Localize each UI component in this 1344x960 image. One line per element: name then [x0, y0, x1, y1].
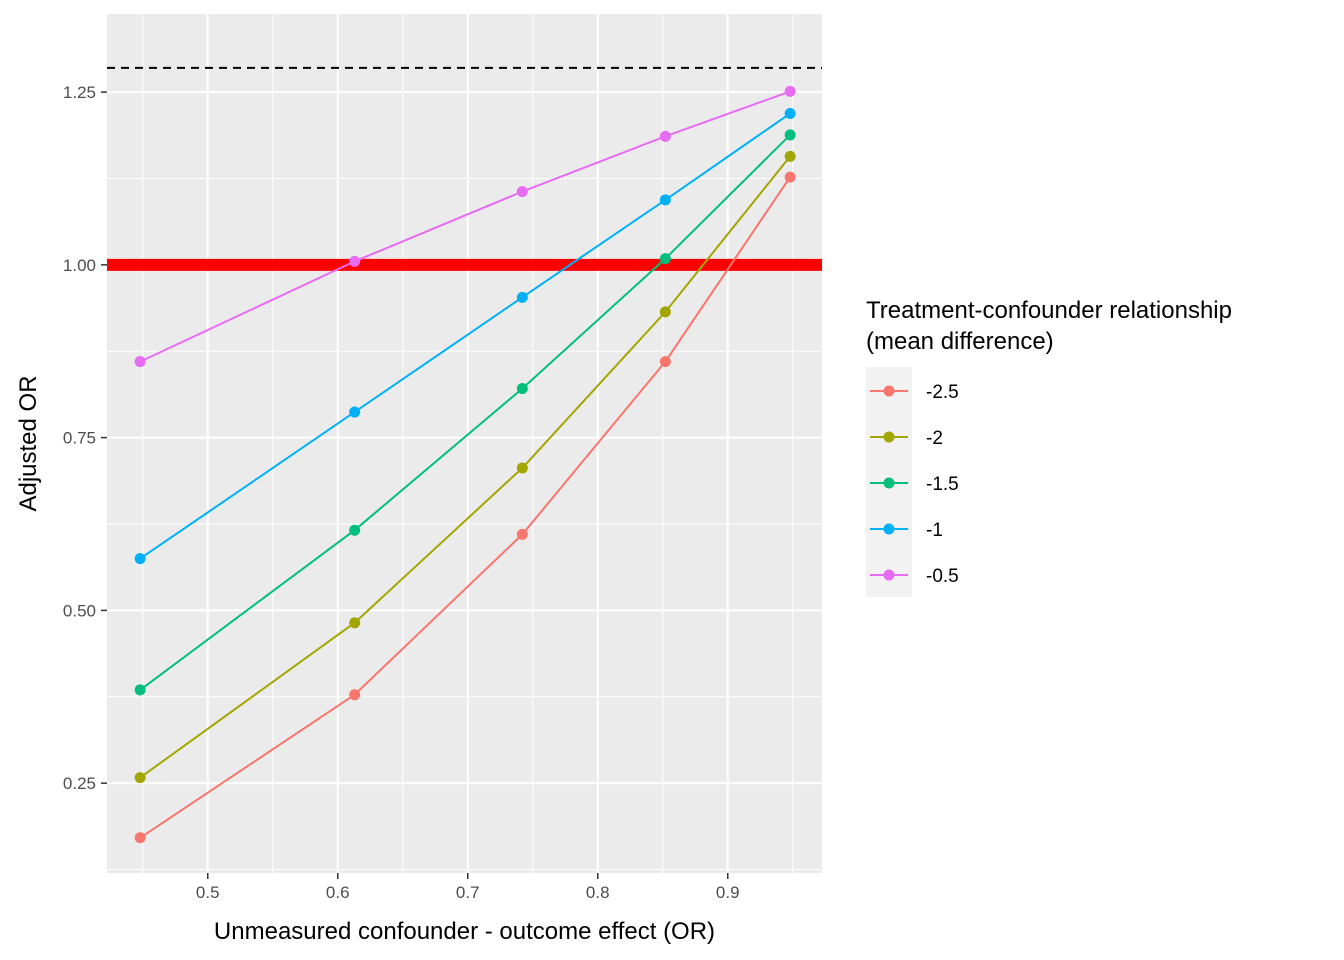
data-point--1.5	[134, 684, 146, 696]
data-point--2	[349, 617, 361, 629]
data-point--2.5	[784, 171, 796, 183]
x-tick-label: 0.6	[326, 883, 350, 902]
data-point--0.5	[134, 356, 146, 368]
data-point--2	[659, 306, 671, 318]
data-point--1	[784, 108, 796, 120]
data-point--2	[516, 462, 528, 474]
legend-label: -2.5	[926, 382, 959, 403]
data-point--0.5	[349, 255, 361, 267]
legend-items: -2.5 -2 -1.5 -1 -0.5	[870, 382, 959, 587]
legend-label: -1.5	[926, 474, 959, 495]
legend-title-line-2: (mean difference)	[866, 328, 1054, 355]
data-point--1.5	[659, 253, 671, 265]
data-point--1.5	[784, 129, 796, 141]
x-tick-label: 0.9	[716, 883, 740, 902]
x-tick-label: 0.5	[196, 883, 220, 902]
legend-label: -1	[926, 520, 943, 541]
y-tick-label: 1.00	[63, 256, 96, 275]
data-point--0.5	[784, 85, 796, 97]
y-tick-label: 1.25	[63, 83, 96, 102]
major-gridlines	[107, 14, 822, 873]
panel-background	[107, 14, 822, 873]
data-point--0.5	[516, 186, 528, 198]
legend-key-point	[883, 523, 895, 535]
legend-key-point	[883, 385, 895, 397]
y-tick-label: 0.50	[63, 601, 96, 620]
y-tick-label: 0.25	[63, 774, 96, 793]
legend-key-point	[883, 477, 895, 489]
y-axis-title: Adjusted OR	[15, 375, 42, 511]
y-tick-label: 0.75	[63, 429, 96, 448]
data-point--1	[659, 194, 671, 206]
data-point--2	[134, 772, 146, 784]
series-points	[134, 85, 796, 844]
data-point--2	[784, 150, 796, 162]
legend-title-line-1: Treatment-confounder relationship	[866, 297, 1232, 324]
data-point--1	[516, 291, 528, 303]
legend: Treatment-confounder relationship (mean …	[866, 297, 1232, 597]
data-point--1.5	[349, 524, 361, 536]
x-tick-label: 0.7	[456, 883, 480, 902]
data-point--1	[349, 406, 361, 418]
data-point--2.5	[134, 832, 146, 844]
x-tick-label: 0.8	[586, 883, 610, 902]
data-point--1	[134, 553, 146, 565]
data-point--0.5	[659, 130, 671, 142]
data-point--2.5	[659, 356, 671, 368]
legend-key-point	[883, 431, 895, 443]
data-point--2.5	[516, 528, 528, 540]
legend-key-point	[883, 569, 895, 581]
y-axis: 0.25 0.50 0.75 1.00 1.25	[63, 83, 107, 793]
legend-label: -0.5	[926, 566, 959, 587]
x-axis-title: Unmeasured confounder - outcome effect (…	[214, 918, 715, 945]
data-point--1.5	[516, 383, 528, 395]
x-axis: 0.5 0.6 0.7 0.8 0.9	[196, 873, 740, 902]
legend-label: -2	[926, 428, 943, 449]
data-point--2.5	[349, 689, 361, 701]
